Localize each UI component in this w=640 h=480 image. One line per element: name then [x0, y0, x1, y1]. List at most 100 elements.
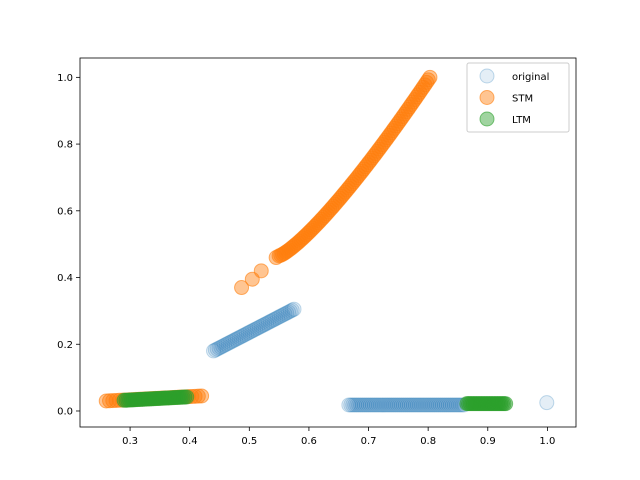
legend-marker: [479, 68, 495, 84]
data-point: [229, 331, 245, 347]
y-axis: 0.0 0.2 0.4 0.6 0.8 1.0: [57, 73, 80, 417]
data-point: [434, 397, 450, 413]
data-point: [397, 397, 413, 413]
x-tick-label: 1.0: [539, 436, 555, 447]
data-point: [215, 338, 231, 354]
data-point: [277, 306, 293, 322]
data-point: [427, 397, 443, 413]
y-tick-label: 1.0: [57, 73, 73, 84]
data-point: [392, 397, 408, 413]
data-point: [390, 397, 406, 413]
legend-marker: [479, 111, 495, 127]
data-point: [349, 397, 365, 413]
data-point: [442, 397, 458, 413]
data-point: [386, 397, 402, 413]
data-point: [539, 395, 555, 411]
data-point: [403, 397, 419, 413]
data-point: [423, 397, 439, 413]
data-point: [251, 319, 267, 335]
data-point: [255, 317, 271, 333]
data-point: [395, 397, 411, 413]
x-tick-label: 0.4: [182, 436, 198, 447]
x-tick-label: 0.3: [122, 436, 138, 447]
data-point: [429, 397, 445, 413]
data-point: [244, 323, 260, 339]
data-point: [343, 397, 359, 413]
legend-label: original: [512, 72, 549, 83]
y-tick-label: 0.6: [57, 206, 73, 217]
y-tick-label: 0.2: [57, 340, 73, 351]
y-tick-label: 0.0: [57, 406, 73, 417]
data-point: [249, 320, 265, 336]
legend-marker: [479, 90, 495, 105]
data-point: [431, 397, 447, 413]
legend-label: LTM: [512, 115, 531, 126]
data-point: [246, 322, 262, 338]
axes-frame: [79, 57, 577, 428]
legend: original STM LTM: [466, 62, 570, 133]
data-point: [273, 308, 289, 324]
data-point: [411, 397, 427, 413]
series-original: [206, 301, 555, 413]
data-point: [421, 397, 437, 413]
data-point: [362, 397, 378, 413]
data-point: [268, 311, 284, 327]
data-point: [275, 307, 291, 323]
data-point: [235, 328, 251, 344]
x-tick-label: 0.8: [420, 436, 436, 447]
data-point: [253, 263, 269, 279]
data-point: [345, 397, 361, 413]
data-point: [224, 333, 240, 349]
data-point: [271, 309, 287, 325]
x-tick-label: 0.9: [480, 436, 496, 447]
data-point: [179, 389, 195, 405]
data-point: [372, 397, 388, 413]
data-point: [231, 330, 247, 346]
data-point: [238, 326, 254, 342]
data-point: [401, 397, 417, 413]
y-tick-label: 0.8: [57, 140, 73, 151]
data-point: [226, 333, 242, 349]
data-point: [358, 397, 374, 413]
data-point: [257, 316, 273, 332]
data-point: [218, 336, 234, 352]
data-point: [356, 397, 372, 413]
data-point: [270, 310, 286, 326]
data-point: [266, 312, 282, 328]
x-tick-label: 0.6: [301, 436, 317, 447]
data-point: [360, 397, 376, 413]
data-point: [253, 318, 269, 334]
data-point: [222, 334, 238, 350]
data-point: [419, 397, 435, 413]
data-point: [422, 69, 438, 85]
series-ltm: [116, 389, 514, 412]
data-point: [284, 302, 300, 318]
x-tick-label: 0.5: [241, 436, 257, 447]
data-point: [259, 315, 275, 331]
data-point: [341, 397, 357, 413]
data-point: [353, 397, 369, 413]
data-point: [347, 397, 363, 413]
data-point: [242, 324, 258, 340]
data-point: [364, 397, 380, 413]
data-point: [351, 397, 367, 413]
data-point: [264, 313, 280, 329]
data-point: [382, 397, 398, 413]
data-point: [233, 329, 249, 345]
data-point: [366, 397, 382, 413]
data-point: [209, 341, 225, 357]
data-point: [436, 397, 452, 413]
data-point: [388, 397, 404, 413]
data-point: [281, 304, 297, 320]
data-point: [248, 321, 264, 337]
series-stm: [98, 69, 438, 409]
data-point: [425, 397, 441, 413]
data-point: [376, 397, 392, 413]
data-point: [399, 397, 415, 413]
data-point: [262, 314, 278, 330]
data-point: [384, 397, 400, 413]
data-point: [405, 397, 421, 413]
data-point: [380, 397, 396, 413]
data-point: [438, 397, 454, 413]
